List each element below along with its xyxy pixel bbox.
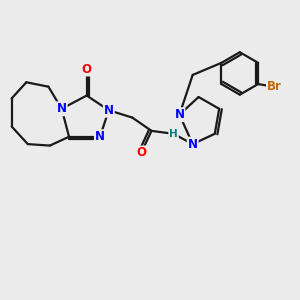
Text: N: N [174, 108, 184, 121]
Text: O: O [82, 62, 92, 76]
Text: H: H [169, 129, 178, 139]
Text: N: N [57, 102, 67, 115]
Text: N: N [188, 138, 198, 151]
Text: N: N [104, 104, 114, 117]
Text: N: N [95, 130, 105, 143]
Text: O: O [136, 146, 146, 159]
Text: Br: Br [267, 80, 282, 94]
